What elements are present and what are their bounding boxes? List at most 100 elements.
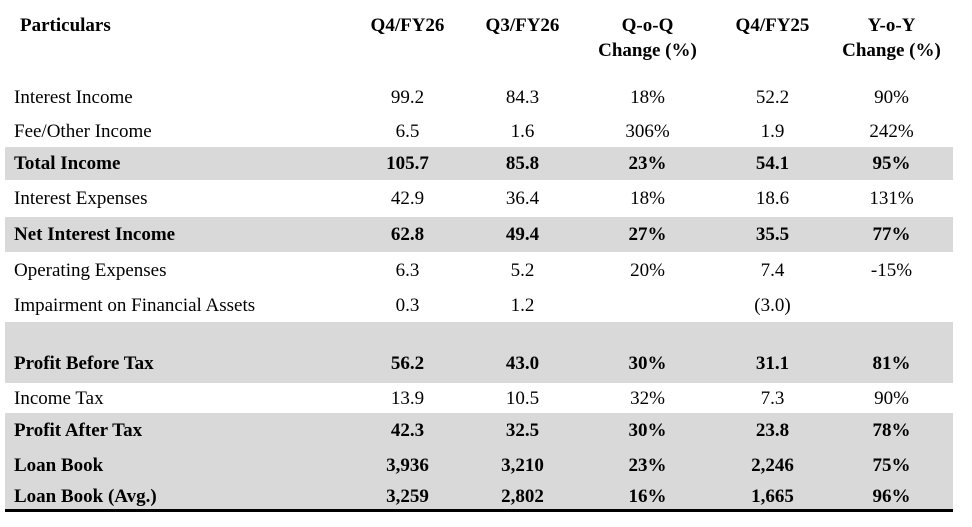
header-yoy-change: Y-o-Y Change (%)	[830, 13, 953, 80]
value-cell: 62.8	[390, 224, 425, 245]
row-label: Interest Income	[14, 87, 133, 108]
value-cell: 3,936	[386, 455, 429, 476]
header-label: Q-o-Q	[621, 15, 674, 36]
value-cell: 96%	[872, 485, 911, 507]
header-qoq-change: Q-o-Q Change (%)	[580, 13, 715, 80]
header-label: Q3/FY26	[485, 15, 560, 36]
table-row: Impairment on Financial Assets 0.3 1.2 (3.0…	[5, 289, 953, 322]
header-label: Q4/FY26	[370, 15, 445, 36]
value-cell: 1,665	[751, 485, 794, 507]
value-cell: 10.5	[505, 387, 540, 409]
table-row: Loan Book (Avg.) 3,259 2,802 16% 1,665 96%	[5, 483, 953, 509]
value-cell: 42.3	[390, 420, 425, 441]
value-cell: 105.7	[386, 153, 429, 174]
value-cell	[830, 289, 953, 322]
row-label: Net Interest Income	[14, 224, 176, 245]
table-row: Interest Income 99.2 84.3 18% 52.2 90%	[5, 80, 953, 115]
value-cell: 6.3	[395, 260, 420, 281]
table-row: Interest Expenses 42.9 36.4 18% 18.6 131%	[5, 180, 953, 217]
value-cell: 32.5	[505, 420, 540, 441]
value-cell: 1.2	[510, 295, 535, 316]
value-cell: 18%	[630, 87, 665, 108]
header-label: Particulars	[20, 15, 111, 36]
value-cell: 27%	[628, 224, 667, 245]
table-row: Fee/Other Income 6.5 1.6 306% 1.9 242%	[5, 115, 953, 147]
value-cell: (3.0)	[754, 295, 791, 316]
value-cell: 95%	[872, 153, 911, 174]
value-cell: 99.2	[390, 87, 425, 108]
value-cell: 13.9	[390, 387, 425, 409]
value-cell: 78%	[872, 420, 911, 441]
value-cell: 1.6	[510, 120, 535, 142]
value-cell: 31.1	[755, 353, 790, 374]
header-q3fy26: Q3/FY26	[465, 13, 580, 80]
header-label-line2: Change (%)	[842, 40, 941, 61]
value-cell: 6.5	[395, 120, 420, 142]
row-label: Loan Book (Avg.)	[14, 485, 157, 507]
value-cell: 42.9	[390, 188, 425, 209]
value-cell: 35.5	[755, 224, 790, 245]
value-cell: -15%	[870, 260, 913, 281]
table-row: Loan Book 3,936 3,210 23% 2,246 75%	[5, 448, 953, 483]
value-cell: 49.4	[505, 224, 540, 245]
value-cell: 90%	[874, 387, 909, 409]
value-cell: 43.0	[505, 353, 540, 374]
table-header: Particulars Q4/FY26 Q3/FY26 Q-o-Q Change…	[5, 0, 953, 80]
header-q4fy26: Q4/FY26	[350, 13, 465, 80]
row-label: Impairment on Financial Assets	[14, 295, 256, 316]
header-label-line2: Change (%)	[598, 40, 697, 61]
value-cell: 90%	[874, 87, 909, 108]
value-cell: 81%	[872, 353, 911, 374]
bottom-rule	[5, 509, 953, 512]
value-cell: 7.4	[760, 260, 785, 281]
value-cell: 54.1	[755, 153, 790, 174]
table-body: Interest Income 99.2 84.3 18% 52.2 90% Fee/Oth…	[5, 80, 953, 509]
header-label: Q4/FY25	[735, 15, 810, 36]
value-cell: 2,802	[501, 485, 544, 507]
value-cell: 18.6	[755, 188, 790, 209]
row-label: Fee/Other Income	[14, 120, 152, 142]
financial-results-table: Particulars Q4/FY26 Q3/FY26 Q-o-Q Change…	[5, 0, 953, 512]
row-label: Interest Expenses	[14, 188, 148, 209]
header-q4fy25: Q4/FY25	[715, 13, 830, 80]
value-cell: 3,259	[386, 485, 429, 507]
table-row: Profit Before Tax 56.2 43.0 30% 31.1 81%	[5, 322, 953, 383]
value-cell: 5.2	[510, 260, 535, 281]
value-cell: 306%	[625, 120, 670, 142]
value-cell: 131%	[869, 188, 914, 209]
header-label: Y-o-Y	[867, 15, 916, 36]
value-cell: 1.9	[760, 120, 785, 142]
table-row: Total Income 105.7 85.8 23% 54.1 95%	[5, 147, 953, 180]
row-label: Income Tax	[14, 387, 104, 409]
value-cell: 3,210	[501, 455, 544, 476]
value-cell: 32%	[630, 387, 665, 409]
value-cell: 0.3	[395, 295, 420, 316]
value-cell: 30%	[628, 353, 667, 374]
value-cell: 85.8	[505, 153, 540, 174]
value-cell: 30%	[628, 420, 667, 441]
value-cell: 36.4	[505, 188, 540, 209]
table-row: Income Tax 13.9 10.5 32% 7.3 90%	[5, 383, 953, 413]
value-cell	[580, 289, 715, 322]
value-cell: 242%	[869, 120, 914, 142]
value-cell: 7.3	[760, 387, 785, 409]
value-cell: 2,246	[751, 455, 794, 476]
value-cell: 77%	[872, 224, 911, 245]
value-cell: 56.2	[390, 353, 425, 374]
row-label: Profit Before Tax	[14, 353, 154, 374]
value-cell: 16%	[628, 485, 667, 507]
table-row: Profit After Tax 42.3 32.5 30% 23.8 78%	[5, 413, 953, 448]
value-cell: 84.3	[505, 87, 540, 108]
value-cell: 23.8	[755, 420, 790, 441]
value-cell: 52.2	[755, 87, 790, 108]
table-row: Net Interest Income 62.8 49.4 27% 35.5 77%	[5, 217, 953, 252]
row-label: Loan Book	[14, 455, 104, 476]
value-cell: 75%	[872, 455, 911, 476]
table-row: Operating Expenses 6.3 5.2 20% 7.4 -15%	[5, 252, 953, 289]
header-particulars: Particulars	[5, 13, 350, 80]
value-cell: 23%	[628, 455, 667, 476]
value-cell: 20%	[630, 260, 665, 281]
value-cell: 23%	[628, 153, 667, 174]
row-label: Operating Expenses	[14, 260, 167, 281]
row-label: Profit After Tax	[14, 420, 143, 441]
